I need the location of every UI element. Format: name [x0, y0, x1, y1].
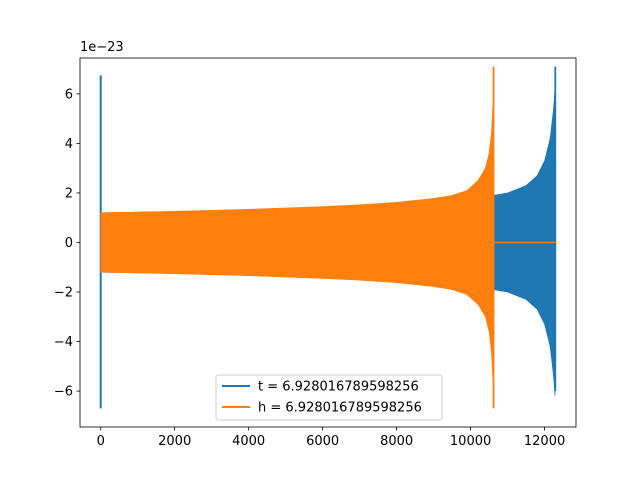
- x-tick-label: 4000: [232, 434, 265, 449]
- legend-box: [215, 374, 443, 421]
- legend: t = 6.928016789598256 h = 6.9280167895982…: [215, 374, 443, 421]
- legend-label: h = 6.928016789598256: [258, 401, 422, 416]
- x-tick-label: 2000: [158, 434, 191, 449]
- x-tick-label: 12000: [524, 434, 565, 449]
- legend-label: t = 6.928016789598256: [258, 380, 419, 395]
- y-tick-label: 0: [65, 236, 73, 251]
- series-h-envelope: [100, 106, 494, 379]
- y-tick-label: 2: [65, 186, 73, 201]
- y-tick-label: 6: [65, 87, 73, 102]
- x-tick-label: 8000: [380, 434, 413, 449]
- y-offset-text: 1e−23: [80, 40, 124, 55]
- series-h: [100, 66, 556, 409]
- x-tick-label: 0: [97, 434, 105, 449]
- y-tick-label: 4: [65, 137, 73, 152]
- plot-area: [99, 66, 557, 409]
- y-tick-label: −6: [54, 385, 73, 400]
- y-axis: −6 −4 −2 0 2 4 6: [54, 87, 80, 400]
- x-tick-label: 6000: [306, 434, 339, 449]
- x-tick-label: 10000: [450, 434, 491, 449]
- y-tick-label: −4: [54, 335, 73, 350]
- y-tick-label: −2: [54, 286, 73, 301]
- x-axis: 0 2000 4000 6000 8000 10000 12000: [97, 427, 565, 449]
